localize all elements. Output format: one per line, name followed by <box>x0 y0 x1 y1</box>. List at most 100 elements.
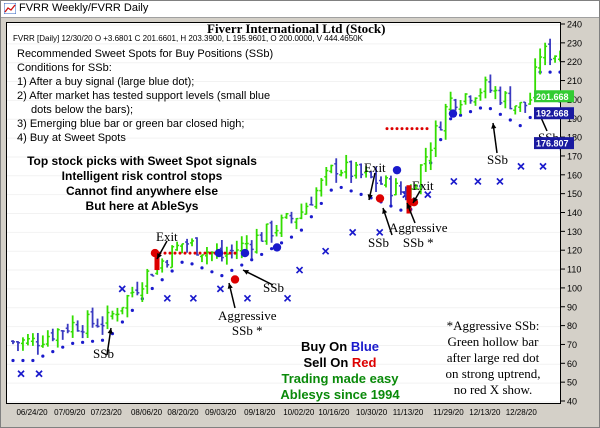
blue-x-marker <box>450 177 458 186</box>
support-dot <box>399 208 403 212</box>
support-dot <box>150 286 154 291</box>
arrow-head <box>382 208 388 214</box>
y-tick-label: 40 <box>567 397 577 407</box>
support-dot <box>339 185 343 190</box>
support-dot <box>488 107 493 111</box>
arrow-head <box>157 253 162 259</box>
y-tick-label: 240 <box>567 20 582 30</box>
sell-dot <box>168 251 172 255</box>
y-tick-label: 110 <box>567 265 581 275</box>
aggressive-note: *Aggressive SSb: Green hollow bar after … <box>445 318 541 397</box>
support-dot <box>260 252 264 257</box>
blue-x-marker <box>424 191 432 199</box>
x-tick-label: 10/30/20 <box>356 408 388 417</box>
y-tick-label: 180 <box>567 133 582 143</box>
chart-grid <box>7 24 560 403</box>
arrow-head <box>413 197 418 203</box>
x-tick-label: 10/16/20 <box>318 408 350 417</box>
ssb-condition-3: 3) Emerging blue bar or green bar closed… <box>17 118 245 130</box>
y-tick-label: 70 <box>567 340 577 350</box>
x-tick-label: 12/13/20 <box>469 408 501 417</box>
exit-label-3: Exit <box>412 178 434 193</box>
sell-on-red: Sell On Red <box>303 355 377 370</box>
y-tick-label: 90 <box>567 302 577 312</box>
plot-area[interactable]: Fiverr International Ltd (Stock) FVRR [D… <box>6 21 561 404</box>
ssb-condition-4: 4) Buy at Sweet Spots <box>17 132 126 144</box>
support-dot <box>279 241 284 245</box>
y-tick-label: 190 <box>567 114 582 124</box>
support-dot <box>100 338 105 342</box>
x-tick-label: 08/20/20 <box>167 408 199 417</box>
support-dot <box>51 350 55 354</box>
blue-x-marker <box>243 294 252 302</box>
blue-x-marker <box>517 162 525 170</box>
price-tag-label: 201.668 <box>536 92 569 102</box>
support-dot <box>81 340 85 344</box>
ssb-label-1: SSb <box>93 346 114 361</box>
y-tick-label: 130 <box>567 227 582 237</box>
support-dot <box>319 201 323 206</box>
buy-signal-dot <box>448 109 458 118</box>
y-tick-label: 120 <box>567 246 582 256</box>
sell-dot <box>163 251 167 255</box>
sell-signal-dot <box>150 248 160 258</box>
price-tag <box>534 137 574 150</box>
sell-signal-dot <box>375 194 385 203</box>
x-tick-label: 09/03/20 <box>205 408 237 417</box>
sell-color-word: Red <box>351 355 377 370</box>
support-dot <box>21 358 25 363</box>
promo-line-3: Cannot find anywhere else <box>65 184 219 198</box>
promo-text: Top stock picks with Sweet Spot signals … <box>17 154 267 214</box>
sell-dot <box>183 251 187 255</box>
support-dot <box>130 308 134 312</box>
sell-dot <box>395 127 399 131</box>
support-dot <box>309 215 313 219</box>
blue-x-marker <box>349 228 357 236</box>
price-chart[interactable] <box>7 23 560 403</box>
support-dot <box>508 118 512 122</box>
blue-x-marker <box>295 266 304 274</box>
support-dot <box>349 189 353 193</box>
ssb-heading: Recommended Sweet Spots for Buy Position… <box>17 48 274 60</box>
x-tick-label: 07/23/20 <box>91 408 123 417</box>
blue-x-marker <box>189 294 197 302</box>
signal-dots <box>150 94 560 284</box>
support-dot <box>61 345 65 349</box>
sell-dot <box>223 251 227 255</box>
y-tick-label: 160 <box>567 170 582 180</box>
price-bars <box>11 38 560 355</box>
sell-dot <box>228 251 232 255</box>
support-dot <box>240 263 244 267</box>
window-titlebar[interactable]: FVRR Weekly/FVRR Daily <box>1 1 599 18</box>
support-dot <box>200 266 204 270</box>
buy-sell-legend: Buy On Blue Sell On Red Trading made eas… <box>275 339 405 403</box>
sell-dot <box>390 127 394 131</box>
sell-dot <box>208 251 212 255</box>
blue-x-marker <box>376 228 384 236</box>
sell-dot <box>415 127 419 131</box>
arrow-head <box>243 270 249 275</box>
buy-on-blue: Buy On Blue <box>300 339 379 354</box>
ssb-condition-1: 1) After a buy signal (large blue dot); <box>17 76 195 88</box>
arrow-head <box>406 203 412 209</box>
support-dot <box>120 320 125 324</box>
ssb-condition-2a: 2) After market has tested support level… <box>17 90 271 102</box>
support-dot <box>528 115 532 120</box>
arrow-head <box>107 328 113 334</box>
support-dot <box>449 117 453 121</box>
tagline-2: Ablesys since 1994 <box>280 387 400 402</box>
ssb-label-2: SSb <box>263 280 284 295</box>
support-dot <box>289 235 294 239</box>
support-dot <box>548 70 552 74</box>
sell-dot <box>385 127 389 131</box>
blue-x-marker <box>216 285 225 293</box>
y-tick-label: 200 <box>567 95 582 105</box>
x-tick-label: 06/24/20 <box>16 408 48 417</box>
support-dot <box>210 270 214 274</box>
price-tag-label: 192.668 <box>536 109 569 119</box>
support-dot <box>329 188 333 192</box>
buy-signal-dot <box>240 248 250 258</box>
blue-x-marker <box>17 370 25 378</box>
x-tick-label: 09/18/20 <box>244 408 276 417</box>
